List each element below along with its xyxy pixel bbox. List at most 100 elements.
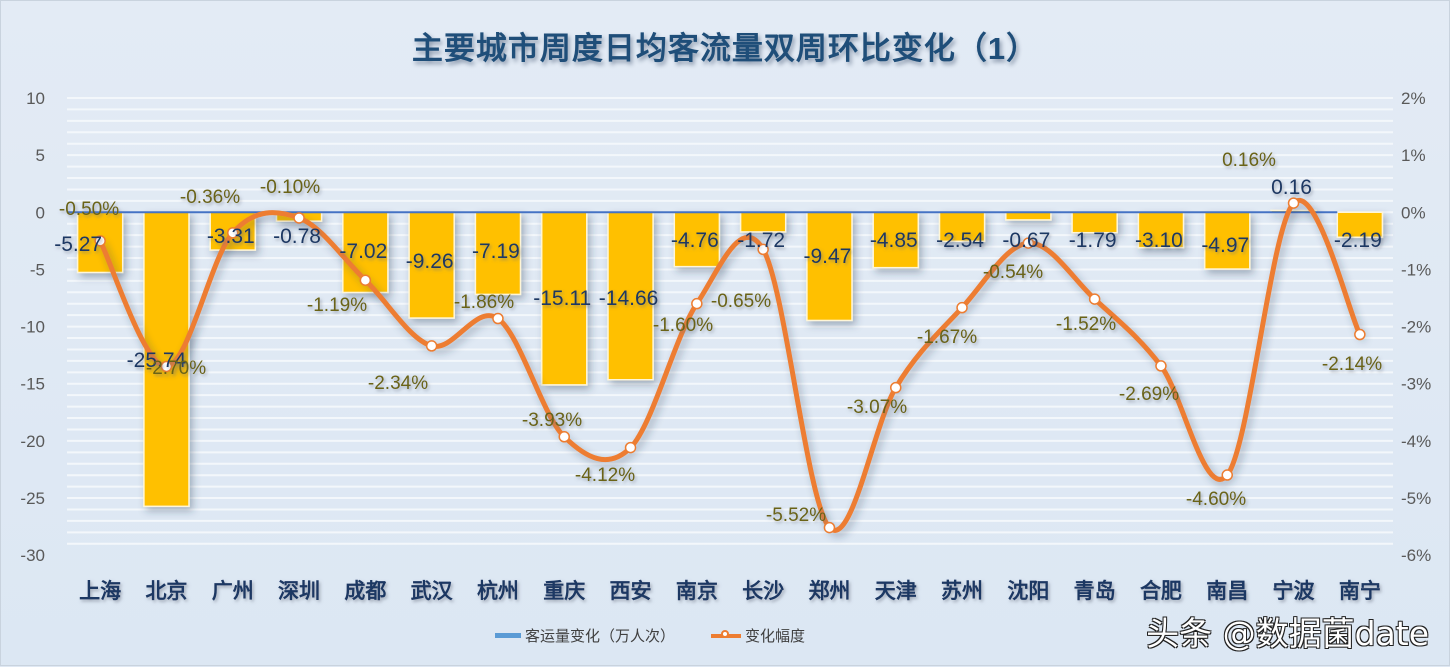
left-axis-tick: 0 [36,203,45,222]
bar-label-宁波: 0.16 [1271,176,1312,199]
bar-郑州[interactable] [806,211,853,322]
right-axis-tick: -4% [1401,432,1431,451]
x-axis-label-成都: 成都 [344,579,386,603]
line-marker-青岛[interactable] [1088,293,1101,305]
line-marker-北京[interactable] [160,360,173,373]
bar-label-天津: -4.85 [870,229,918,252]
line-label-苏州: -1.67% [917,327,977,348]
bar-沈阳[interactable] [1005,211,1052,221]
line-label-合肥: -2.69% [1119,384,1179,405]
line-label-青岛: -1.52% [1056,314,1116,335]
line-marker-杭州[interactable] [492,312,504,325]
right-axis-tick: -3% [1401,375,1431,394]
line-label-杭州: -1.86% [454,292,514,313]
bar-南宁[interactable] [1336,211,1384,239]
bar-武汉[interactable] [408,211,455,319]
bar-label-北京: -25.74 [127,349,187,372]
x-axis-label-沈阳: 沈阳 [1007,579,1049,603]
line-marker-合肥[interactable] [1155,360,1167,372]
left-axis-tick: -15 [20,375,45,394]
left-axis-tick: 10 [26,89,45,108]
bar-label-成都: -7.02 [339,240,387,263]
line-marker-广州[interactable] [227,227,239,239]
legend-bar-label: 客运量变化（万人次） [524,628,675,645]
left-axis-tick: 5 [36,146,45,165]
right-axis-tick: 1% [1401,146,1426,165]
line-marker-宁波[interactable] [1287,197,1300,209]
line-markers [94,197,1366,534]
line-marker-天津[interactable] [890,381,902,394]
line-series [97,197,1363,533]
line-label-武汉: -2.34% [368,373,428,394]
line-label-深圳: -0.10% [260,177,320,198]
x-axis-label-苏州: 苏州 [941,580,983,603]
x-axis-label-长沙: 长沙 [742,580,784,603]
bar-label-沈阳: -0.67 [1002,229,1050,252]
right-axis: 2% 1% 0% -1% -2% -3% -4% -5% -6% [1401,89,1431,565]
right-axis-tick: -6% [1401,546,1431,565]
line-label-郑州: -5.52% [766,505,826,526]
line-marker-沈阳[interactable] [1022,237,1035,249]
x-axis-label-南昌: 南昌 [1206,579,1248,603]
line-marker-成都[interactable] [359,274,372,286]
bar-data-labels: -5.27 -25.74 -3.31 -0.78 -7.02 -9.26 -7.19 -15.… [54,176,1382,372]
line-marker-西安[interactable] [624,441,637,454]
line-marker-苏州[interactable] [956,301,968,314]
line-marker-重庆[interactable] [558,431,570,443]
legend-item-bar[interactable]: 客运量变化（万人次） [494,625,675,646]
gridlines [67,97,1393,545]
bar-label-西安: -14.66 [599,287,659,310]
line-label-南宁: -2.14% [1322,354,1382,375]
line-marker-武汉[interactable] [425,340,438,352]
left-axis-tick: -30 [20,546,45,565]
left-axis-tick: -10 [20,318,45,337]
bar-label-南京: -4.76 [671,229,719,252]
left-axis-tick: -25 [20,489,45,508]
line-label-重庆: -3.93% [522,410,582,431]
line-label-西安: -4.12% [575,465,635,486]
bar-label-南昌: -4.97 [1201,234,1249,257]
bar-label-杭州: -7.19 [472,240,520,263]
line-marker-上海[interactable] [94,235,106,247]
right-axis-tick: -5% [1401,489,1431,508]
x-axis-label-重庆: 重庆 [543,579,585,603]
bar-label-深圳: -0.78 [273,225,321,248]
legend-item-line[interactable]: 变化幅度 [711,625,805,646]
right-axis-tick: 2% [1401,89,1426,108]
x-axis-label-合肥: 合肥 [1140,579,1182,603]
right-axis-tick: 0% [1401,203,1426,222]
bar-label-重庆: -15.11 [533,287,591,310]
chart-title: 主要城市周度日均客流量双周环比变化（1） [411,31,1039,66]
bar-label-长沙: -1.72 [737,229,785,252]
bar-西安[interactable] [607,211,654,381]
legend: 客运量变化（万人次） 变化幅度 [1,625,1449,646]
left-axis: 10 5 0 -5 -10 -15 -20 -25 -30 [20,89,45,565]
x-axis-label-南京: 南京 [676,579,718,603]
bar-label-南宁: -2.19 [1334,229,1382,252]
bar-南京[interactable] [673,211,721,268]
bar-label-武汉: -9.26 [406,250,454,273]
line-marker-南宁[interactable] [1354,328,1366,341]
bar-北京[interactable] [143,211,190,508]
bar-label-上海: -5.27 [54,233,102,256]
x-axis-label-天津: 天津 [875,580,917,603]
line-marker-郑州[interactable] [823,521,836,534]
line-label-南京: -1.60% [653,315,713,336]
line-label-成都: -1.19% [307,295,367,316]
line-data-labels: -0.50% -2.70% -0.36% -0.10% -1.19% -2.34% -1.8… [59,150,1382,526]
right-axis-tick: -1% [1401,260,1431,279]
line-marker-南京[interactable] [691,297,703,310]
x-axis-label-广州: 广州 [212,579,254,603]
x-axis-label-西安: 西安 [610,579,652,603]
line-label-广州: -0.36% [180,187,240,208]
bar-label-苏州: -2.54 [936,229,984,252]
bar-label-郑州: -9.47 [804,245,852,268]
x-axis-label-深圳: 深圳 [278,580,320,603]
line-label-沈阳: -0.54% [983,262,1043,283]
line-marker-长沙[interactable] [757,243,769,256]
line-marker-深圳[interactable] [293,212,305,224]
x-axis-label-郑州: 郑州 [808,580,850,603]
left-axis-tick: -20 [20,432,45,451]
line-marker-南昌[interactable] [1221,469,1233,481]
